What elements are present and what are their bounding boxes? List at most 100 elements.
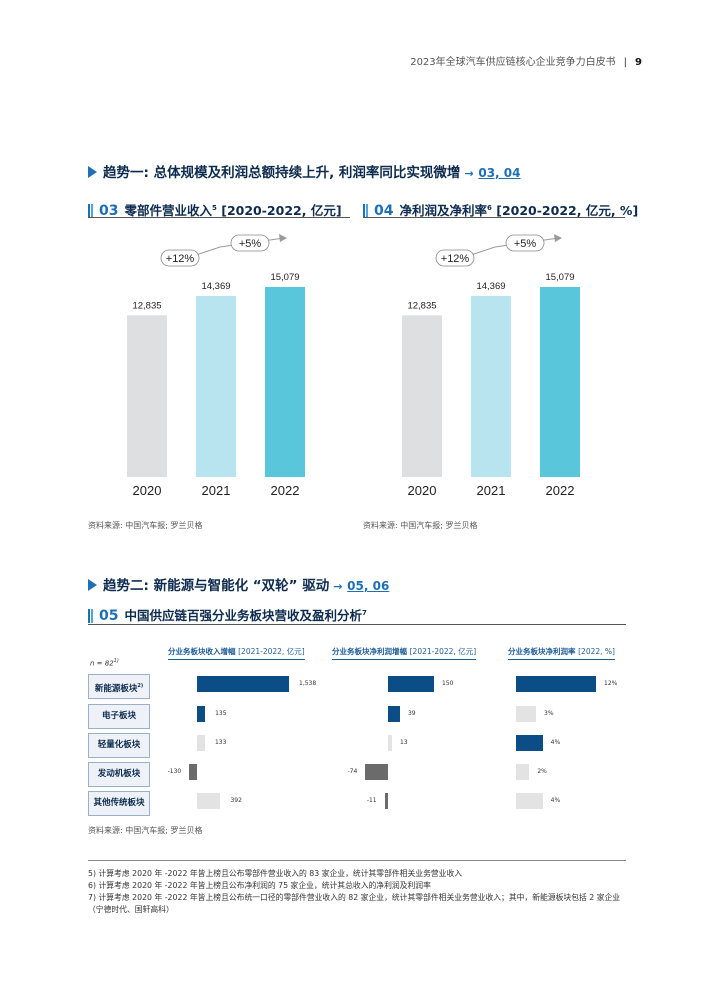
bar-2022 <box>540 287 580 477</box>
chart-04-unit: [2020-2022, 亿元, %] <box>496 203 639 218</box>
chart-03-rule <box>88 217 350 218</box>
hbar-2-1 <box>516 706 536 722</box>
chart-03-footnote-ref: 5 <box>212 203 217 212</box>
sample-size-note: n = 821) <box>90 658 119 667</box>
hbar-value-label: 12% <box>604 680 618 687</box>
bar-value-label: 15,079 <box>545 272 574 283</box>
trend-1-reference-link[interactable]: 03, 04 <box>478 166 521 180</box>
arrow-right-icon: → <box>333 580 343 593</box>
x-tick-label: 2021 <box>477 483 506 498</box>
footnote-6: 6) 计算考虑 2020 年 -2022 年皆上榜且公布净利润的 75 家企业，… <box>88 881 431 890</box>
hbar-value-label: 39 <box>407 710 416 717</box>
exhibit-marker-icon <box>88 204 94 221</box>
hbar-2-3 <box>516 764 530 780</box>
hbar-value-label: 392 <box>230 797 242 804</box>
chart-05-footnote-ref: 7 <box>362 608 367 617</box>
trend-1-heading: 趋势一: 总体规模及利润总额持续上升, 利润率同比实现微增 → 03, 04 <box>88 161 521 181</box>
hbar-0-3 <box>189 764 197 780</box>
bar-value-label: 12,835 <box>132 300 161 311</box>
chart-03-unit: [2020-2022, 亿元] <box>221 203 342 218</box>
chart-04-rule <box>363 217 625 218</box>
col-header-revenue-label: 分业务板块收入增幅 <box>168 647 236 656</box>
arrow-right-icon: → <box>464 167 474 180</box>
hbar-1-2 <box>388 735 392 751</box>
hbar-2-2 <box>516 735 543 751</box>
chart-04-source: 资料来源: 中国汽车报; 罗兰贝格 <box>363 521 478 530</box>
chart-05-number: 05 <box>99 608 119 624</box>
col-header-margin: 分业务板块净利润率 [2022, %] <box>508 646 615 660</box>
row-label-other-traditional: 其他传统板块 <box>88 791 150 816</box>
hbar-value-label: 133 <box>214 739 227 746</box>
bar-value-label: 15,079 <box>270 272 299 283</box>
hbar-value-label: 135 <box>215 710 227 717</box>
col-header-profit: 分业务板块净利润增幅 [2021-2022, 亿元] <box>332 646 477 660</box>
growth-label: +12% <box>441 253 470 265</box>
bar-value-label: 14,369 <box>201 281 230 292</box>
bar-2021 <box>196 295 236 477</box>
chart-04-number: 04 <box>374 203 394 219</box>
trend-1-title: 趋势一: 总体规模及利润总额持续上升, 利润率同比实现微增 <box>103 165 461 181</box>
col-header-profit-unit: [2021-2022, 亿元] <box>409 647 477 656</box>
footnote-5: 5) 计算考虑 2020 年 -2022 年皆上榜且公布零部件营业收入的 83 … <box>88 869 463 878</box>
sample-size-footnote-ref: 1) <box>113 658 119 664</box>
x-tick-label: 2020 <box>408 483 437 498</box>
row-label-lightweight: 轻量化板块 <box>88 733 150 758</box>
hbar-value-label: 13 <box>399 739 408 746</box>
row-label-text: 新能源板块 <box>94 683 138 694</box>
chart-05-rule <box>88 624 626 625</box>
row-label-text: 电子板块 <box>101 711 136 721</box>
hbar-value-label: -11 <box>366 797 377 804</box>
row-label-text: 其他传统板块 <box>93 798 145 808</box>
x-tick-label: 2021 <box>202 483 231 498</box>
hbar-0-0 <box>197 676 289 692</box>
chart-03-number: 03 <box>99 203 119 219</box>
triangle-bullet-icon <box>88 166 97 178</box>
hbar-value-label: 4% <box>550 739 561 746</box>
hbar-value-label: -130 <box>167 768 182 775</box>
exhibit-marker-icon <box>363 204 369 221</box>
chart-04-bar-chart: 12,835 2020 14,369 2021 15,079 2022 +12% +5% <box>402 234 580 498</box>
hbar-value-label: 1,538 <box>299 680 317 687</box>
chart-03-bar-chart: 12,835 2020 14,369 2021 15,079 2022 +12% +5% <box>127 234 305 498</box>
bar-value-label: 12,835 <box>407 300 436 311</box>
chart-03-source: 资料来源: 中国汽车报; 罗兰贝格 <box>88 521 203 530</box>
page-header: 2023年全球汽车供应链核心企业竞争力白皮书 | 9 <box>410 53 642 68</box>
footnote-divider <box>88 860 626 861</box>
trend-2-title: 趋势二: 新能源与智能化 “双轮” 驱动 <box>103 578 330 594</box>
bar-2020 <box>127 315 167 477</box>
trend-2-reference-link[interactable]: 05, 06 <box>347 579 390 593</box>
exhibit-marker-icon <box>88 609 94 626</box>
header-separator: | <box>623 57 628 68</box>
page-number: 9 <box>635 57 642 68</box>
col-header-margin-unit: [2022, %] <box>578 647 615 656</box>
hbar-value-label: 150 <box>442 680 454 687</box>
footnote-7: 7) 计算考虑 2020 年 -2022 年皆上榜且公布统一口径的零部件营业收入… <box>88 893 621 914</box>
col-header-revenue: 分业务板块收入增幅 [2021-2022, 亿元] <box>168 646 305 660</box>
report-title: 2023年全球汽车供应链核心企业竞争力白皮书 <box>410 57 616 68</box>
chart-03-title: 03 零部件营业收入5 [2020-2022, 亿元] <box>88 200 342 221</box>
growth-pill <box>230 234 270 252</box>
growth-label: +5% <box>514 238 537 250</box>
row-label-footnote-ref: 2) <box>137 683 144 689</box>
bar-2021 <box>471 295 511 477</box>
triangle-bullet-icon <box>88 579 97 591</box>
hbar-1-3 <box>365 764 388 780</box>
growth-pill <box>160 249 200 267</box>
bar-2022 <box>265 287 305 477</box>
trend-2-heading: 趋势二: 新能源与智能化 “双轮” 驱动 → 05, 06 <box>88 574 389 594</box>
hbar-0-2 <box>197 735 205 751</box>
hbar-1-4 <box>384 793 388 809</box>
hbar-value-label: 4% <box>550 797 561 804</box>
growth-pill <box>505 234 545 252</box>
growth-arrowhead-icon <box>554 234 562 242</box>
hbar-2-4 <box>516 793 543 809</box>
row-label-text: 发动机板块 <box>97 769 141 779</box>
growth-pill <box>435 249 475 267</box>
x-tick-label: 2020 <box>133 483 162 498</box>
bar-value-label: 14,369 <box>476 281 505 292</box>
hbar-value-label: 3% <box>544 710 554 717</box>
growth-label: +12% <box>166 253 195 265</box>
x-tick-label: 2022 <box>546 483 575 498</box>
hbar-2-0 <box>516 676 596 692</box>
hbar-0-4 <box>197 793 221 809</box>
